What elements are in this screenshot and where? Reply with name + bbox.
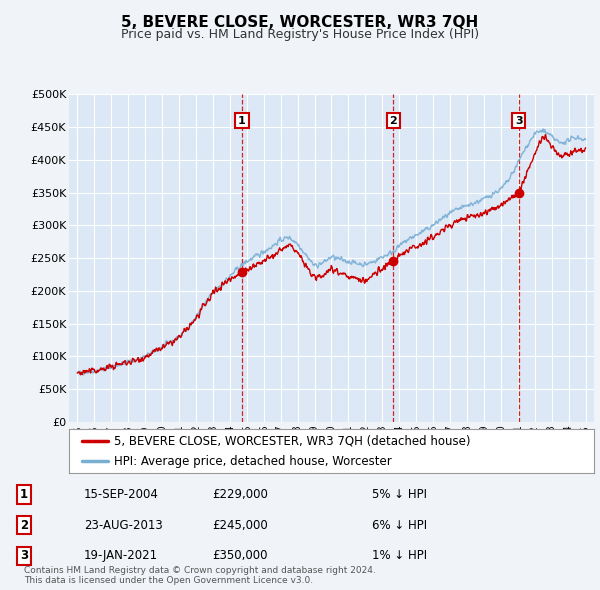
Text: 1% ↓ HPI: 1% ↓ HPI — [372, 549, 427, 562]
Text: HPI: Average price, detached house, Worcester: HPI: Average price, detached house, Worc… — [113, 455, 391, 468]
Text: £229,000: £229,000 — [212, 488, 268, 501]
Text: 5, BEVERE CLOSE, WORCESTER, WR3 7QH (detached house): 5, BEVERE CLOSE, WORCESTER, WR3 7QH (det… — [113, 434, 470, 447]
Text: 5, BEVERE CLOSE, WORCESTER, WR3 7QH: 5, BEVERE CLOSE, WORCESTER, WR3 7QH — [121, 15, 479, 30]
Text: 2: 2 — [389, 116, 397, 126]
Text: 5% ↓ HPI: 5% ↓ HPI — [372, 488, 427, 501]
Text: 19-JAN-2021: 19-JAN-2021 — [84, 549, 158, 562]
Text: 3: 3 — [20, 549, 28, 562]
Text: £350,000: £350,000 — [212, 549, 268, 562]
Text: Contains HM Land Registry data © Crown copyright and database right 2024.
This d: Contains HM Land Registry data © Crown c… — [24, 566, 376, 585]
Text: £245,000: £245,000 — [212, 519, 268, 532]
Text: 1: 1 — [238, 116, 246, 126]
Text: 1: 1 — [20, 488, 28, 501]
Text: 6% ↓ HPI: 6% ↓ HPI — [372, 519, 427, 532]
Text: 2: 2 — [20, 519, 28, 532]
Text: 23-AUG-2013: 23-AUG-2013 — [84, 519, 163, 532]
Text: 15-SEP-2004: 15-SEP-2004 — [84, 488, 159, 501]
Text: 3: 3 — [515, 116, 523, 126]
Text: Price paid vs. HM Land Registry's House Price Index (HPI): Price paid vs. HM Land Registry's House … — [121, 28, 479, 41]
